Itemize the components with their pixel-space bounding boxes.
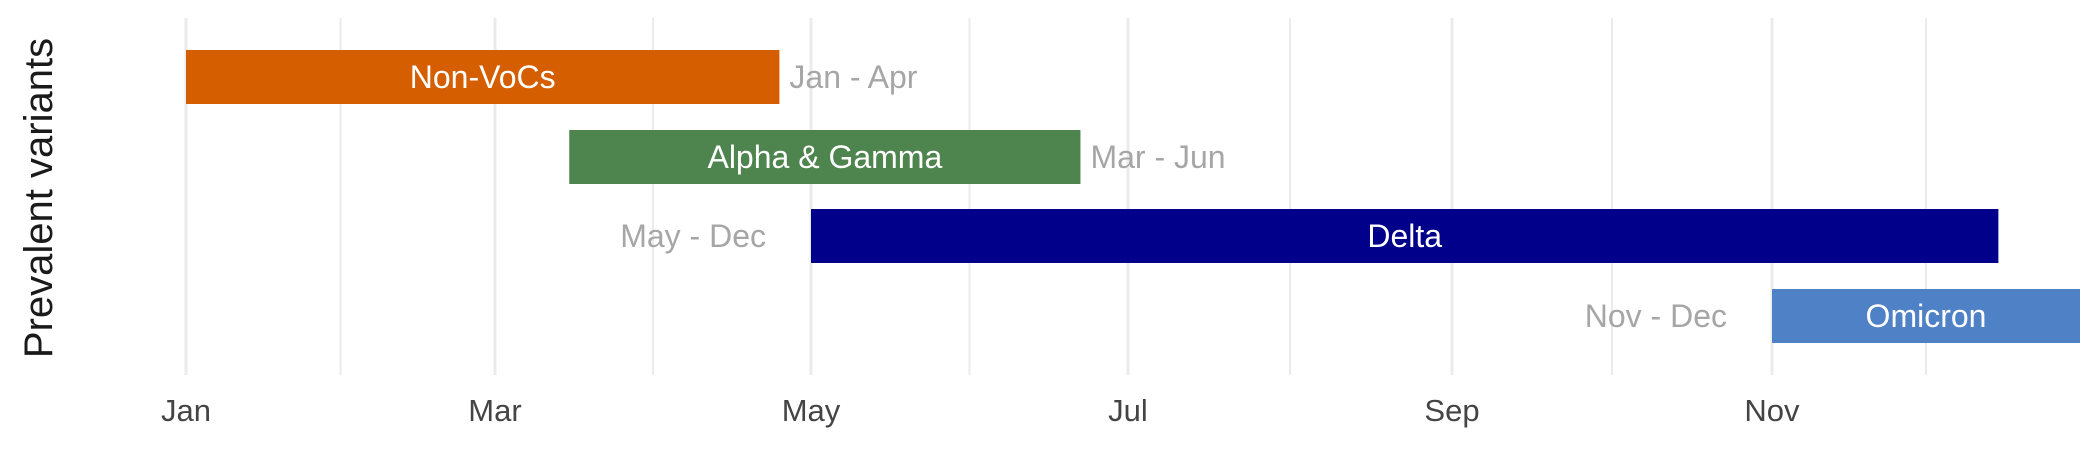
range-label-delta: May - Dec xyxy=(620,218,766,254)
bar-label-omicron: Omicron xyxy=(1866,298,1987,334)
x-tick-label: Nov xyxy=(1744,393,1800,428)
bar-alpha-gamma xyxy=(569,130,1081,184)
x-tick-label: Jul xyxy=(1108,393,1148,428)
bar-omicron xyxy=(1772,289,2080,343)
x-tick-label: May xyxy=(782,393,841,428)
bar-non-vocs xyxy=(186,50,780,104)
y-axis-title: Prevalent variants xyxy=(17,38,61,358)
bar-label-non-vocs: Non-VoCs xyxy=(410,59,556,95)
range-label-alpha-gamma: Mar - Jun xyxy=(1090,139,1225,175)
bar-label-delta: Delta xyxy=(1367,218,1442,254)
range-label-non-vocs: Jan - Apr xyxy=(789,59,917,95)
bar-labels: Non-VoCs Jan - Apr Alpha & Gamma Mar - Jun D… xyxy=(410,59,1987,334)
x-axis: Jan Mar May Jul Sep Nov xyxy=(161,393,1800,428)
bar-delta xyxy=(811,209,1999,263)
x-tick-label: Sep xyxy=(1424,393,1479,428)
bars xyxy=(186,50,2080,343)
x-tick-label: Mar xyxy=(468,393,521,428)
x-tick-label: Jan xyxy=(161,393,211,428)
bar-label-alpha-gamma: Alpha & Gamma xyxy=(707,139,942,175)
range-label-omicron: Nov - Dec xyxy=(1585,298,1727,334)
